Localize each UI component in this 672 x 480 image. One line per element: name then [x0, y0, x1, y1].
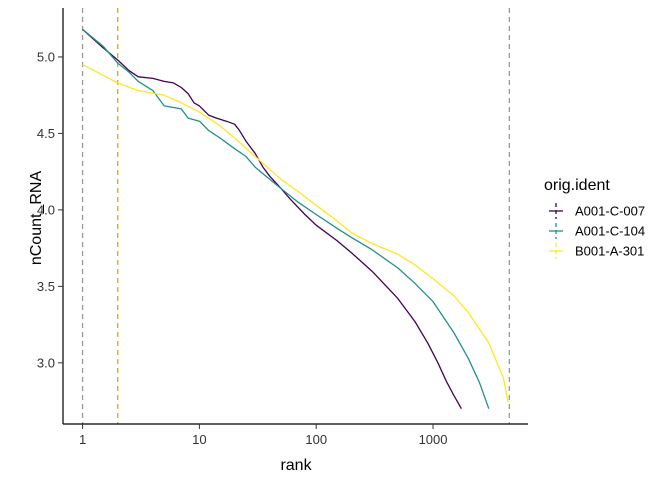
y-axis-title: nCount_RNA	[28, 171, 45, 266]
x-axis-ticks: 1 10 100 1000	[79, 424, 448, 447]
y-axis-ticks: 3.0 3.5 4.0 4.5 5.0	[37, 49, 63, 370]
x-tick-label: 100	[305, 432, 327, 447]
x-axis-title: rank	[280, 457, 312, 474]
legend-label: B001-A-301	[575, 244, 644, 259]
y-tick-label: 3.0	[37, 355, 55, 370]
y-tick-label: 4.0	[37, 202, 55, 217]
legend: orig.ident A001-C-007 A001-C-104 B001-A-30…	[544, 177, 645, 259]
series-line-B001-A-301	[82, 64, 509, 403]
series-line-A001-C-104	[82, 28, 490, 409]
legend-title: orig.ident	[544, 177, 610, 194]
x-tick-label: 1	[79, 432, 86, 447]
series-line-A001-C-007	[82, 28, 462, 410]
legend-label: A001-C-007	[575, 204, 645, 219]
y-tick-label: 3.5	[37, 279, 55, 294]
y-tick-label: 4.5	[37, 126, 55, 141]
x-tick-label: 1000	[419, 432, 448, 447]
x-tick-label: 10	[192, 432, 206, 447]
y-tick-label: 5.0	[37, 49, 55, 64]
reference-lines	[81, 8, 510, 424]
series-lines	[82, 28, 509, 410]
axes	[62, 8, 528, 425]
legend-label: A001-C-104	[575, 224, 645, 239]
